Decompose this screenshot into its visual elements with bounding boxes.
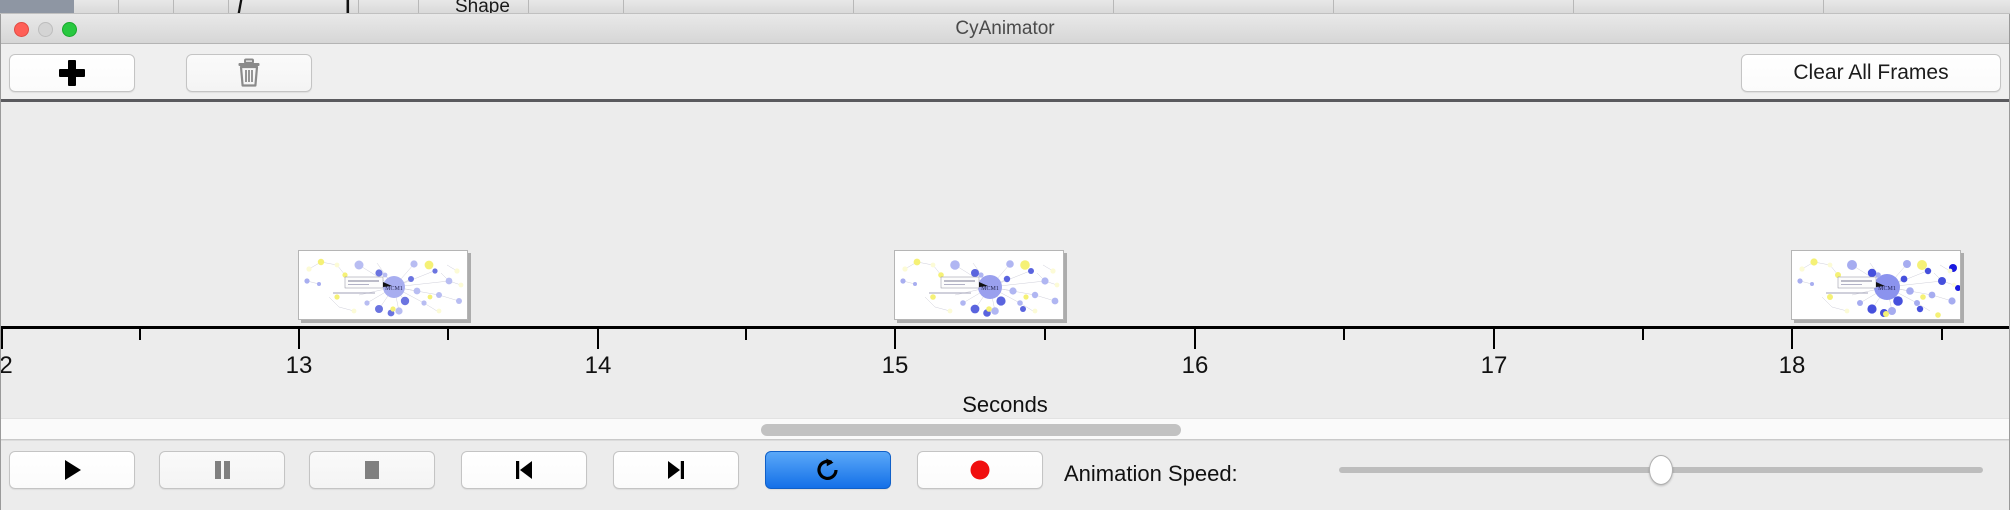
bg-strip-4 (229, 0, 359, 14)
svg-text:MCM1: MCM1 (385, 286, 403, 292)
horizontal-scrollbar[interactable] (1, 418, 2009, 440)
ruler-tick-major (597, 329, 599, 349)
pause-button[interactable] (159, 451, 285, 489)
animation-speed-slider[interactable] (1339, 451, 1983, 489)
bg-strip-13 (1824, 0, 2010, 14)
clear-all-frames-button[interactable]: Clear All Frames (1741, 54, 2001, 92)
pause-icon (215, 461, 230, 479)
ruler-tick-major (298, 329, 300, 349)
close-window-button[interactable] (14, 22, 29, 37)
bg-dark-strip (0, 0, 74, 14)
ruler-tick-major (1194, 329, 1196, 349)
bg-strip-7 (529, 0, 624, 14)
record-icon (970, 460, 990, 480)
next-frame-button[interactable] (613, 451, 739, 489)
delete-frame-button[interactable] (186, 54, 312, 92)
bg-strip-12 (1574, 0, 1824, 14)
bg-strip-5 (359, 0, 419, 14)
window-controls (14, 22, 77, 37)
network-graph-thumbnail-3: MCM1 (1792, 251, 1960, 319)
frames-area: MCM1 (1, 102, 2009, 326)
ruler-tick-minor (139, 329, 141, 340)
animation-speed-label: Animation Speed: (1064, 461, 1238, 486)
ruler-tick-minor (745, 329, 747, 340)
add-frame-button[interactable] (9, 54, 135, 92)
bg-glyph-bar: | (345, 0, 351, 14)
horizontal-scrollbar-thumb[interactable] (761, 424, 1181, 436)
svg-text:MCM1: MCM1 (1878, 286, 1896, 292)
ruler-label-16: 16 (1181, 352, 1209, 379)
bg-strip-3 (174, 0, 229, 14)
bg-strip-2 (119, 0, 174, 14)
timeline-axis-title: Seconds (962, 392, 1048, 417)
bg-menu-shape: Shape (455, 0, 510, 14)
playback-controls: Animation Speed: (1, 440, 2009, 507)
stop-button[interactable] (309, 451, 435, 489)
previous-frame-button[interactable] (461, 451, 587, 489)
window-title: CyAnimator (955, 18, 1055, 39)
plus-icon (59, 60, 85, 86)
ruler-tick-major (1791, 329, 1793, 349)
svg-text:MCM1: MCM1 (981, 286, 999, 292)
bg-strip-10 (1114, 0, 1334, 14)
maximize-window-button[interactable] (62, 22, 77, 37)
record-button[interactable] (917, 451, 1043, 489)
play-button[interactable] (9, 451, 135, 489)
bg-strip-8 (624, 0, 854, 14)
ruler-label-17: 17 (1480, 352, 1508, 379)
bg-strip-6 (419, 0, 529, 14)
stop-icon (365, 461, 379, 479)
loop-button[interactable] (765, 451, 891, 489)
ruler-label-15: 15 (881, 352, 909, 379)
background-window-edge (0, 13, 2010, 14)
ruler-label-13: 13 (285, 352, 313, 379)
cyanimator-window: CyAnimator Clear All Frames (0, 14, 2010, 510)
minimize-window-button[interactable] (38, 22, 53, 37)
network-graph-thumbnail-1: MCM1 (299, 251, 467, 319)
ruler-tick-minor (1343, 329, 1345, 340)
ruler-label-12: 2 (1, 352, 13, 380)
ruler-baseline (1, 326, 2009, 329)
network-graph-thumbnail-2: MCM1 (895, 251, 1063, 319)
slider-knob[interactable] (1649, 455, 1673, 485)
background-window: / | Shape (0, 0, 2010, 14)
ruler-tick-major (1, 329, 3, 349)
ruler-label-14: 14 (584, 352, 612, 379)
timeline-panel: MCM1 (1, 102, 2009, 440)
ruler-tick-major (894, 329, 896, 349)
frame-thumbnail-3[interactable]: MCM1 (1791, 250, 1961, 320)
bg-glyph-slash: / (237, 0, 243, 14)
ruler-tick-minor (1642, 329, 1644, 340)
skip-back-icon (516, 461, 532, 479)
frame-thumbnail-2[interactable]: MCM1 (894, 250, 1064, 320)
bg-strip-9 (854, 0, 1114, 14)
loop-icon (817, 458, 838, 480)
ruler-tick-minor (447, 329, 449, 340)
skip-forward-icon (668, 461, 684, 479)
ruler-label-18: 18 (1778, 352, 1806, 379)
ruler-tick-minor (1941, 329, 1943, 340)
frame-toolbar: Clear All Frames (1, 44, 2009, 102)
timeline-ruler[interactable]: 2 13 14 15 16 17 18 (1, 326, 2009, 396)
ruler-tick-minor (1044, 329, 1046, 340)
play-icon (65, 460, 81, 480)
frame-thumbnail-1[interactable]: MCM1 (298, 250, 468, 320)
ruler-tick-major (1493, 329, 1495, 349)
bg-strip-11 (1334, 0, 1574, 14)
window-titlebar[interactable]: CyAnimator (1, 14, 2009, 44)
bg-strip-1 (74, 0, 119, 14)
trash-icon (238, 58, 260, 87)
